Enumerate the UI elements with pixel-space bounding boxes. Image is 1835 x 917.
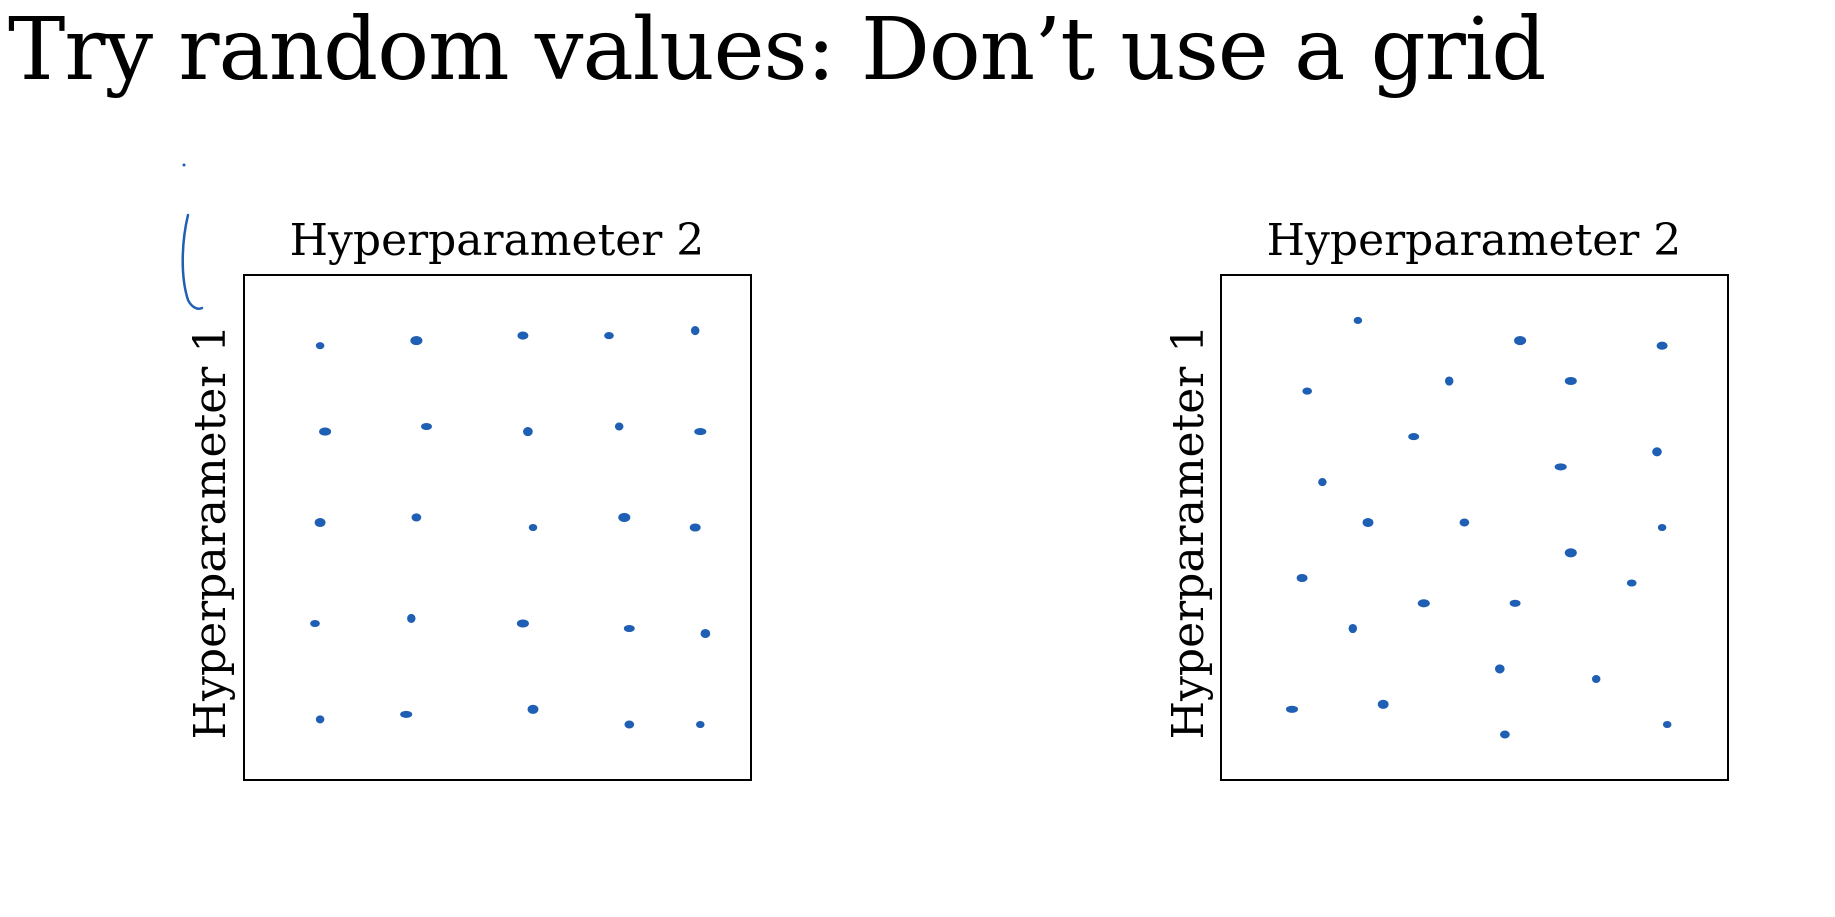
data-point (604, 332, 614, 340)
data-point (527, 704, 539, 714)
data-point (523, 427, 533, 437)
data-point (1353, 316, 1363, 324)
data-point (315, 342, 325, 350)
data-point (1591, 674, 1601, 684)
data-point (319, 427, 332, 436)
data-point (1626, 579, 1637, 587)
data-point (1362, 517, 1374, 528)
annotation-bracket (181, 213, 204, 310)
data-point (614, 422, 624, 431)
data-point (623, 624, 635, 633)
plot-frame (1220, 274, 1729, 781)
y-axis-label: Hyperparameter 1 (185, 325, 236, 740)
data-points (310, 326, 711, 729)
random-search-plot: Hyperparameter 2 Hyperparameter 1 (1163, 215, 1729, 781)
data-point (1514, 336, 1527, 346)
data-point (690, 326, 700, 336)
y-axis-label: Hyperparameter 1 (1163, 325, 1214, 740)
data-point (1509, 599, 1521, 607)
x-axis-label: Hyperparameter 2 (1267, 215, 1682, 266)
data-point (421, 422, 432, 431)
data-point (1494, 664, 1505, 674)
data-point (618, 512, 631, 522)
data-point (1417, 599, 1430, 608)
data-points (1285, 316, 1672, 739)
data-point (1657, 523, 1667, 532)
data-point (411, 513, 422, 522)
data-point (1500, 730, 1510, 739)
plot-frame (243, 274, 752, 781)
data-point (1408, 433, 1420, 441)
data-point (1656, 341, 1668, 350)
data-point (410, 336, 423, 346)
data-point (1652, 447, 1662, 457)
x-axis-label: Hyperparameter 2 (290, 215, 705, 266)
data-point (407, 613, 416, 623)
data-point (528, 523, 538, 532)
data-point (1444, 376, 1454, 386)
data-point (624, 720, 635, 729)
data-point (1296, 573, 1308, 583)
data-point (1348, 623, 1358, 634)
data-point (310, 619, 320, 628)
data-point (1377, 699, 1389, 709)
data-point (315, 715, 325, 724)
data-point (1459, 518, 1470, 527)
data-point (1662, 720, 1672, 729)
data-point (689, 523, 701, 532)
data-point (1318, 478, 1327, 487)
data-point (400, 710, 413, 718)
grid-search-plot: Hyperparameter 2 Hyperparameter 1 (185, 215, 752, 781)
annotation-dot (182, 163, 186, 167)
data-point (1564, 548, 1577, 558)
data-point (1302, 387, 1313, 395)
slide-title: Try random values: Don’t use a grid (8, 0, 1546, 100)
data-point (1285, 705, 1299, 713)
data-point (700, 628, 711, 639)
data-point (1564, 376, 1577, 386)
data-point (1554, 463, 1567, 471)
data-point (694, 428, 707, 436)
data-point (517, 331, 529, 340)
data-point (314, 517, 326, 528)
data-point (516, 619, 529, 628)
data-point (696, 720, 705, 729)
